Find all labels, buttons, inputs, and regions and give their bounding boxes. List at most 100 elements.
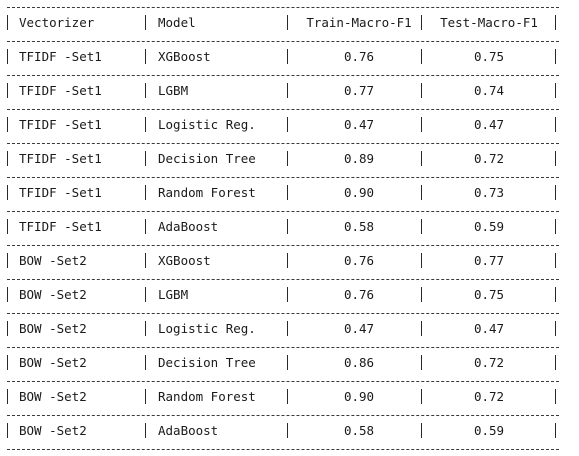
column-divider [555,83,556,98]
train-macro-f1-cell: 0.77 [343,83,375,98]
column-divider [555,117,556,132]
model-cell: Random Forest [158,185,256,200]
column-divider [287,117,288,132]
model-cell: AdaBoost [158,423,219,438]
table-row: BOW -Set2 Logistic Reg. 0.47 0.47 [0,313,579,347]
test-macro-f1-cell: 0.59 [473,219,505,234]
vectorizer-cell: TFIDF -Set1 [19,185,102,200]
column-header: Test-Macro-F1 [440,15,538,30]
test-macro-f1-cell: 0.75 [473,49,505,64]
vectorizer-cell: BOW -Set2 [19,321,87,336]
train-macro-f1-cell: 0.90 [343,185,375,200]
column-divider [287,321,288,336]
column-divider [421,151,422,166]
column-divider [7,423,8,438]
table-row: BOW -Set2 AdaBoost 0.58 0.59 [0,415,579,449]
test-macro-f1-cell: 0.59 [473,423,505,438]
column-divider [7,287,8,302]
row-separator [7,109,559,110]
model-cell: Logistic Reg. [158,321,256,336]
table-row: TFIDF -Set1 AdaBoost 0.58 0.59 [0,211,579,245]
table-row: TFIDF -Set1 Random Forest 0.90 0.73 [0,177,579,211]
table-row: BOW -Set2 Decision Tree 0.86 0.72 [0,347,579,381]
column-divider [421,389,422,404]
column-divider [145,253,146,268]
table-row: BOW -Set2 Random Forest 0.90 0.72 [0,381,579,415]
row-separator [7,7,559,8]
model-cell: LGBM [158,83,189,98]
test-macro-f1-cell: 0.72 [473,151,505,166]
column-divider [555,15,556,30]
column-divider [145,83,146,98]
column-header: Model [158,15,196,30]
row-separator [7,245,559,246]
column-divider [287,49,288,64]
table-row: TFIDF -Set1 XGBoost 0.76 0.75 [0,41,579,75]
column-divider [145,151,146,166]
test-macro-f1-cell: 0.47 [473,321,505,336]
vectorizer-cell: TFIDF -Set1 [19,49,102,64]
column-divider [287,423,288,438]
model-cell: Logistic Reg. [158,117,256,132]
row-separator [7,177,559,178]
column-divider [145,423,146,438]
column-divider [287,83,288,98]
train-macro-f1-cell: 0.47 [343,117,375,132]
column-divider [421,185,422,200]
vectorizer-cell: BOW -Set2 [19,287,87,302]
column-divider [7,49,8,64]
test-macro-f1-cell: 0.75 [473,287,505,302]
train-macro-f1-cell: 0.76 [343,253,375,268]
test-macro-f1-cell: 0.74 [473,83,505,98]
test-macro-f1-cell: 0.73 [473,185,505,200]
vectorizer-cell: TFIDF -Set1 [19,117,102,132]
column-divider [7,219,8,234]
row-separator [7,381,559,382]
model-cell: XGBoost [158,49,211,64]
column-divider [421,423,422,438]
table-row: TFIDF -Set1 Decision Tree 0.89 0.72 [0,143,579,177]
column-divider [145,321,146,336]
column-divider [287,151,288,166]
model-cell: AdaBoost [158,219,219,234]
train-macro-f1-cell: 0.90 [343,389,375,404]
row-separator [7,279,559,280]
train-macro-f1-cell: 0.76 [343,287,375,302]
row-separator [7,415,559,416]
column-divider [145,389,146,404]
column-divider [287,287,288,302]
column-divider [145,355,146,370]
column-divider [555,151,556,166]
column-divider [145,117,146,132]
row-separator [7,313,559,314]
table-header-row: Vectorizer Model Train-Macro-F1 Test-Macro-… [0,7,579,41]
column-header: Train-Macro-F1 [306,15,412,30]
column-divider [7,321,8,336]
column-divider [421,49,422,64]
column-header: Vectorizer [19,15,95,30]
train-macro-f1-cell: 0.58 [343,219,375,234]
column-divider [7,253,8,268]
vectorizer-cell: TFIDF -Set1 [19,219,102,234]
column-divider [555,219,556,234]
column-divider [7,117,8,132]
model-cell: Decision Tree [158,355,256,370]
model-cell: XGBoost [158,253,211,268]
column-divider [287,389,288,404]
column-divider [421,355,422,370]
model-cell: Decision Tree [158,151,256,166]
column-divider [421,287,422,302]
test-macro-f1-cell: 0.47 [473,117,505,132]
row-separator [7,41,559,42]
table-row: BOW -Set2 LGBM 0.76 0.75 [0,279,579,313]
column-divider [555,321,556,336]
train-macro-f1-cell: 0.89 [343,151,375,166]
column-divider [421,83,422,98]
column-divider [287,15,288,30]
column-divider [145,185,146,200]
test-macro-f1-cell: 0.72 [473,389,505,404]
column-divider [145,287,146,302]
column-divider [421,117,422,132]
column-divider [145,219,146,234]
train-macro-f1-cell: 0.58 [343,423,375,438]
